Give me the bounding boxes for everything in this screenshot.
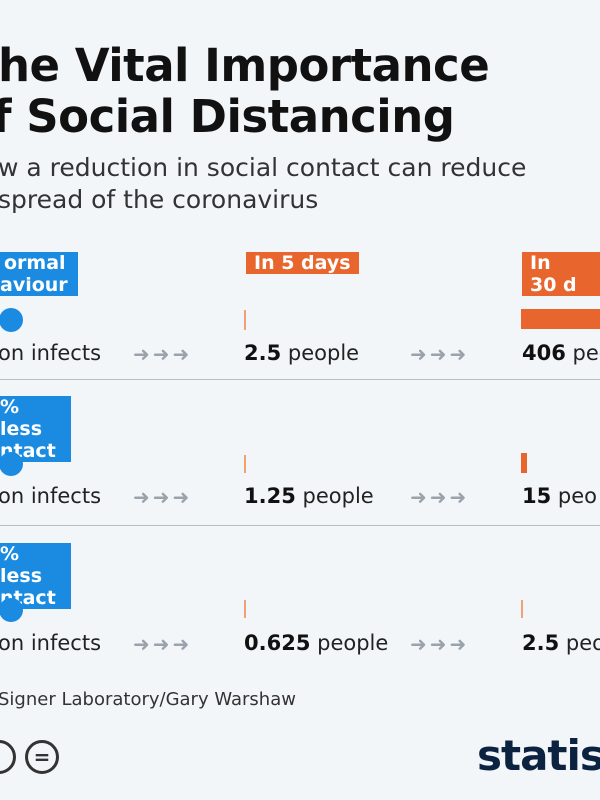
nd-icon[interactable]: = [25,740,59,774]
row-2-start-dot [0,452,23,476]
row-2-arrows-a: ➜ ➜ ➜ [133,487,189,507]
arrow-icon: ➜ [449,342,467,366]
row-1-5-day-bar [244,310,246,330]
cc-icon[interactable] [0,740,16,774]
arrow-icon: ➜ [152,342,170,366]
column-header-30-days: In 30 d [522,252,600,296]
chart-subtitle-line-2: spread of the coronavirus [0,185,319,214]
row-divider-1 [0,379,600,380]
row-divider-2 [0,525,600,526]
arrow-icon: ➜ [410,342,427,366]
source-text: Signer Laboratory/Gary Warshaw [0,689,296,710]
row-3-30-day-unit: peo [565,631,600,655]
row-3-label-line-1: % less [0,543,43,587]
arrow-icon: ➜ [410,632,427,656]
row-3-arrows-a: ➜ ➜ ➜ [133,634,189,654]
row-2-30-day-bar [521,453,527,473]
row-1-start-text: on infects [0,341,102,365]
row-2-30-day-value: 15 peo [522,484,597,508]
row-2-30-day-number: 15 [522,484,552,508]
row-3-5-day-unit: people [317,631,389,655]
row-1-arrows-a: ➜ ➜ ➜ [133,344,189,364]
row-1-30-day-unit: peo [572,341,600,365]
arrow-icon: ➜ [172,485,190,509]
arrow-icon: ➜ [172,342,190,366]
row-3-arrows-b: ➜ ➜ ➜ [410,634,466,654]
row-1-arrows-b: ➜ ➜ ➜ [410,344,466,364]
row-3-5-day-value: 0.625 people [244,631,388,655]
row-1-5-day-value: 2.5 people [244,341,359,365]
row-2-label-line-1: % less [0,396,43,440]
arrow-icon: ➜ [133,485,150,509]
row-3-5-day-number: 0.625 [244,631,311,655]
row-2-5-day-value: 1.25 people [244,484,374,508]
arrow-icon: ➜ [429,632,447,656]
arrow-icon: ➜ [410,485,427,509]
row-3-30-day-value: 2.5 peo [522,631,600,655]
row-1-5-day-unit: people [287,341,360,365]
row-1-start-dot [0,308,23,332]
chart-title-line-2: f Social Distancing [0,90,455,143]
row-2-30-day-unit: peo [557,484,598,508]
row-2-5-day-number: 1.25 [244,484,296,508]
row-1-5-day-number: 2.5 [244,341,282,365]
row-2-arrows-b: ➜ ➜ ➜ [410,487,466,507]
row-1-label-line-2: aviour [0,274,68,296]
row-3-30-day-bar [521,600,523,618]
arrow-icon: ➜ [429,342,447,366]
row-1-30-day-bar [521,309,600,329]
row-3-30-day-number: 2.5 [522,631,560,655]
arrow-icon: ➜ [429,485,447,509]
row-1-30-day-number: 406 [522,341,566,365]
column-header-5-days: In 5 days [246,252,359,274]
arrow-icon: ➜ [172,632,190,656]
row-3-start-text: on infects [0,631,102,655]
chart-title-line-1: he Vital Importance [0,39,490,92]
row-2-5-day-unit: people [302,484,374,508]
statista-logo[interactable]: statist [477,731,600,780]
arrow-icon: ➜ [152,485,170,509]
arrow-icon: ➜ [133,632,150,656]
row-2-start-text: on infects [0,484,102,508]
arrow-icon: ➜ [449,485,467,509]
arrow-icon: ➜ [152,632,170,656]
row-1-label: ormal aviour [0,252,78,296]
row-1-30-day-value: 406 peo [522,341,600,365]
chart-subtitle-line-1: w a reduction in social contact can redu… [0,153,527,182]
row-3-5-day-bar [244,600,246,618]
row-3-start-dot [0,598,23,622]
arrow-icon: ➜ [449,632,467,656]
row-2-5-day-bar [244,455,246,473]
arrow-icon: ➜ [133,342,150,366]
row-2-label: % less ntact [0,396,71,462]
row-1-label-line-1: ormal [4,252,66,274]
